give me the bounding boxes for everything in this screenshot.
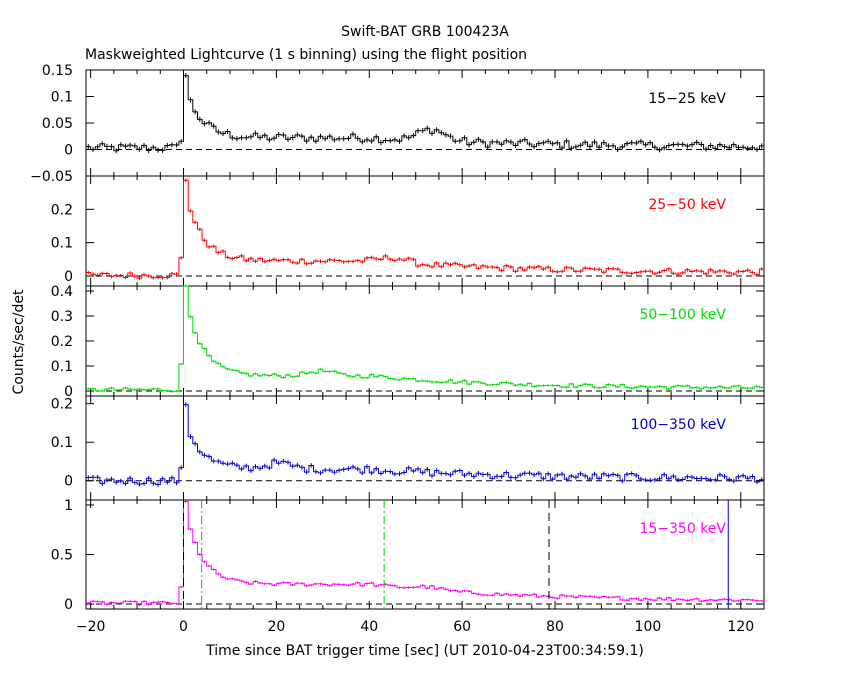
- series-line-15-25: [86, 75, 764, 152]
- band-label-15-350: 15−350 keV: [639, 521, 726, 537]
- chart-subtitle: Maskweighted Lightcurve (1 s binning) us…: [85, 47, 527, 63]
- x-tick-label-5: 80: [546, 619, 564, 635]
- series-errorbars-100-350: [87, 402, 763, 487]
- y-tick-label-100-350-2: 0.2: [51, 397, 73, 413]
- series-line-100-350: [86, 404, 764, 485]
- y-tick-label-25-50-2: 0.2: [51, 202, 73, 218]
- band-label-50-100: 50−100 keV: [639, 307, 726, 323]
- y-tick-label-15-25-3: 0.1: [51, 90, 73, 106]
- series-line-50-100: [86, 285, 764, 393]
- x-tick-label-0: −20: [76, 619, 106, 635]
- y-tick-label-50-100-0: 0: [64, 384, 73, 400]
- x-tick-label-7: 120: [727, 619, 754, 635]
- y-tick-label-25-50-1: 0.1: [51, 236, 73, 252]
- y-tick-label-50-100-1: 0.1: [51, 359, 73, 375]
- y-tick-label-15-25-0: −0.05: [30, 169, 73, 185]
- series-errorbars-15-25: [87, 73, 763, 154]
- series-line-25-50: [86, 179, 764, 279]
- y-tick-label-50-100-4: 0.4: [51, 284, 73, 300]
- y-tick-label-15-25-4: 0.15: [42, 63, 73, 79]
- series-line-15-350: [86, 501, 764, 606]
- x-axis-label: Time since BAT trigger time [sec] (UT 20…: [205, 643, 644, 659]
- y-tick-label-15-350-2: 1: [64, 498, 73, 514]
- y-tick-label-15-25-2: 0.05: [42, 116, 73, 132]
- y-axis-label: Counts/sec/det: [11, 289, 27, 394]
- chart-title: Swift-BAT GRB 100423A: [341, 24, 509, 40]
- y-tick-label-100-350-0: 0: [64, 474, 73, 490]
- series-errorbars-50-100: [87, 284, 763, 393]
- y-tick-label-15-350-0: 0: [64, 597, 73, 613]
- x-tick-label-6: 100: [635, 619, 662, 635]
- x-tick-label-3: 40: [360, 619, 378, 635]
- y-tick-label-50-100-3: 0.3: [51, 309, 73, 325]
- y-tick-label-15-25-1: 0: [64, 143, 73, 159]
- panels-group: −0.05 0 0.05 0.1 0.15 15−25 keV 0 0.1 0.2 25−50 k…: [30, 63, 765, 635]
- band-label-100-350: 100−350 keV: [631, 417, 727, 433]
- y-tick-label-50-100-2: 0.2: [51, 334, 73, 350]
- y-tick-label-15-350-1: 0.5: [51, 548, 73, 564]
- y-tick-label-25-50-0: 0: [64, 269, 73, 285]
- band-label-15-25: 15−25 keV: [648, 91, 726, 107]
- series-errorbars-15-350: [87, 500, 763, 606]
- y-tick-label-100-350-1: 0.1: [51, 435, 73, 451]
- band-label-25-50: 25−50 keV: [648, 197, 726, 213]
- x-tick-label-1: 0: [179, 619, 188, 635]
- x-tick-label-4: 60: [453, 619, 471, 635]
- x-tick-label-2: 20: [267, 619, 285, 635]
